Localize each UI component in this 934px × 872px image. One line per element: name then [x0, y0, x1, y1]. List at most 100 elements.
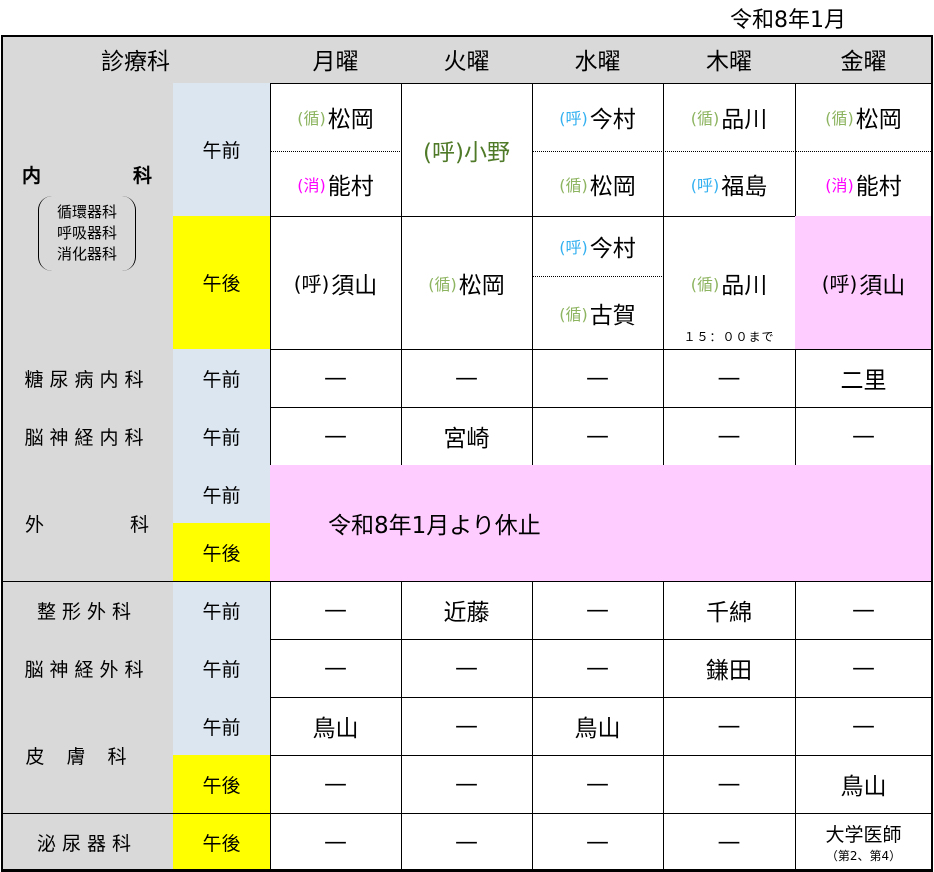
- doctor-name: 松岡: [855, 107, 902, 133]
- doctor-name: —: [324, 423, 347, 449]
- department-prefix: (呼): [559, 238, 588, 257]
- naika-am-tue: (呼)小野: [401, 83, 533, 217]
- cell-fri: 二里: [795, 349, 933, 408]
- department-prefix: (循): [559, 175, 588, 195]
- cell-tue: —: [401, 639, 533, 698]
- header-wed: 水曜: [532, 35, 664, 84]
- day-label: 木曜: [706, 49, 752, 75]
- naika-pm-thu: (循) 品川 １５：００まで: [663, 216, 796, 350]
- naika-pm-wed-1: (呼) 今村: [532, 216, 664, 277]
- doctor-name: —: [455, 655, 478, 681]
- dept-name: 脳神経外科: [24, 658, 150, 681]
- doctor-name: 須山: [859, 272, 906, 299]
- dept-name: 整形外科: [36, 600, 137, 623]
- doctor-name: —: [324, 655, 347, 681]
- doctor-name: 宮崎: [443, 426, 490, 452]
- doctor-name: —: [717, 771, 741, 797]
- doctor-name: 鳥山: [312, 716, 359, 742]
- subspecialty: 循環器科: [56, 203, 117, 221]
- doctor-name: —: [852, 423, 875, 449]
- doctor-name: —: [324, 365, 347, 391]
- doctor-name: 松岡: [327, 107, 374, 133]
- hifu-am-tue: —: [401, 697, 533, 756]
- doctor-name: 品川: [721, 272, 768, 299]
- doctor-name: —: [586, 829, 609, 855]
- header-mon: 月曜: [270, 35, 402, 84]
- cell-thu: —: [663, 407, 796, 466]
- session-pm: 午後: [173, 813, 271, 872]
- session-label: 午前: [202, 140, 241, 162]
- session-label: 午後: [202, 273, 241, 295]
- doctor-name: 能村: [855, 173, 902, 200]
- cell-tue: —: [401, 349, 533, 408]
- department-prefix: (消): [297, 175, 326, 195]
- doctor-name: —: [586, 365, 609, 391]
- doctor-name: 松岡: [589, 173, 636, 200]
- doctor-name: 鳥山: [840, 774, 887, 800]
- doctor-name: —: [455, 713, 478, 739]
- subspecialty: 呼吸器科: [56, 224, 117, 242]
- naika-pm-wed-2: (循) 古賀: [532, 276, 664, 350]
- dept-3: 脳神経外科: [1, 639, 174, 698]
- cell-fri: —: [795, 639, 933, 698]
- dept-name: 科: [132, 165, 152, 187]
- doctor-name: —: [324, 829, 347, 855]
- doctor-name: 今村: [589, 107, 636, 133]
- naika-am-mon-1: (循) 松岡: [270, 83, 402, 152]
- department-prefix: (循): [690, 274, 720, 294]
- doctor-name: —: [717, 365, 741, 391]
- month-title: 令和8年1月: [730, 8, 846, 33]
- doctor-name: 大学医師: [825, 824, 902, 846]
- session-am: 午前: [173, 83, 271, 217]
- hifu-am-fri: —: [795, 697, 933, 756]
- header-tue: 火曜: [401, 35, 533, 84]
- dept-name: 泌尿器科: [36, 832, 137, 855]
- dept-geka: 外科: [1, 465, 174, 582]
- doctor-name: 鎌田: [706, 658, 752, 684]
- session-label: 午後: [202, 832, 241, 855]
- doctor-name: 今村: [589, 236, 636, 262]
- doctor-name: 能村: [327, 173, 374, 200]
- session-label: 午前: [202, 368, 241, 391]
- department-prefix: (呼): [690, 175, 720, 195]
- cell-mon: —: [270, 639, 402, 698]
- dept-char: 科: [129, 513, 149, 536]
- session-am: 午前: [173, 639, 271, 698]
- subspecialty-list: 循環器科 呼吸器科 消化器科: [37, 196, 136, 271]
- doctor-name: 千綿: [706, 600, 752, 626]
- department-prefix: (循): [559, 304, 588, 324]
- doctor-name: —: [455, 365, 478, 391]
- naika-am-thu-1: (循) 品川: [663, 83, 796, 152]
- hifu-am-thu: —: [663, 697, 796, 756]
- doctor-name: —: [586, 771, 609, 797]
- doctor-name: —: [455, 829, 478, 855]
- session-label: 午前: [202, 716, 241, 739]
- day-label: 月曜: [312, 49, 359, 75]
- dept-name: 脳神経内科: [24, 426, 150, 449]
- naika-pm-mon: (呼) 須山: [270, 216, 402, 350]
- hifu-pm-wed: —: [532, 755, 664, 814]
- session-pm: 午後: [173, 523, 271, 582]
- session-am: 午前: [173, 349, 271, 408]
- session-label: 午後: [202, 774, 241, 797]
- dept-5: 泌尿器科: [1, 813, 174, 872]
- department-prefix: (循): [690, 109, 720, 128]
- naika-am-fri-2: (消) 能村: [795, 151, 933, 217]
- cell-thu: —: [663, 349, 796, 408]
- cell-fri: —: [795, 581, 933, 640]
- cell-wed: —: [532, 581, 664, 640]
- rotation-note: （第2、第4）: [825, 849, 902, 863]
- doctor-name: —: [717, 829, 741, 855]
- doctor-name: —: [586, 423, 609, 449]
- doctor-name: —: [852, 597, 875, 623]
- doctor-name: 古賀: [589, 302, 636, 329]
- cell-thu: 千綿: [663, 581, 796, 640]
- naika-am-thu-2: (呼) 福島: [663, 151, 796, 217]
- dept-name: 外科: [25, 510, 149, 537]
- session-am: 午前: [173, 407, 271, 466]
- naika-am-mon-2: (消) 能村: [270, 151, 402, 217]
- doctor-name: (呼)小野: [423, 139, 510, 166]
- hifu-am-mon: 鳥山: [270, 697, 402, 756]
- session-pm: 午後: [173, 755, 271, 814]
- doctor-name: —: [586, 655, 609, 681]
